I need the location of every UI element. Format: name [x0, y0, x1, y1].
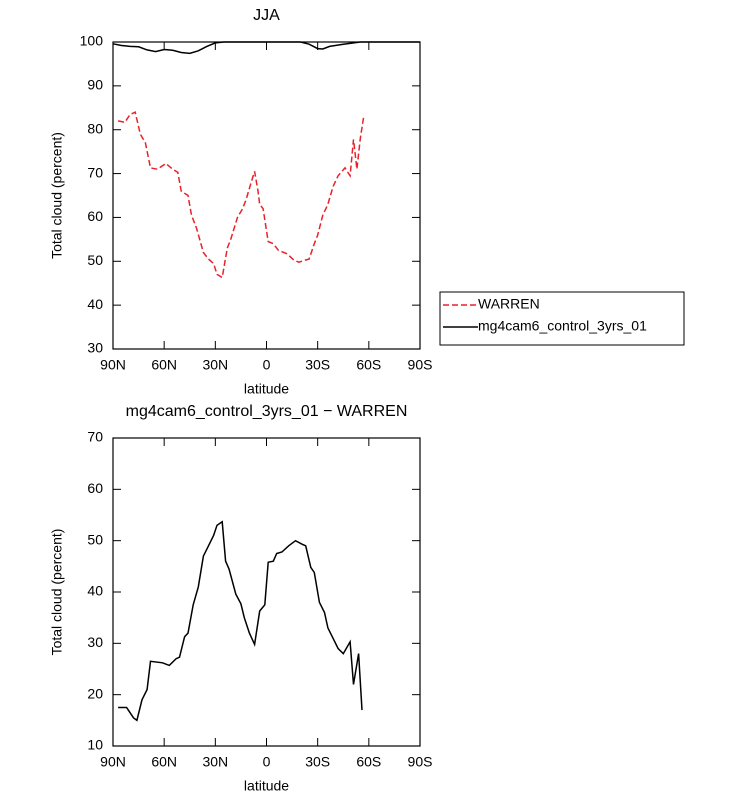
- y-tick-label: 70: [87, 164, 103, 180]
- y-tick-label: 10: [87, 737, 103, 753]
- x-tick-label: 0: [263, 357, 271, 373]
- x-tick-label: 30S: [305, 357, 330, 373]
- x-tick-label: 0: [263, 754, 271, 770]
- x-tick-label: 30N: [202, 754, 228, 770]
- x-tick-label: 30S: [305, 754, 330, 770]
- y-tick-label: 40: [87, 296, 103, 312]
- x-axis-label: latitude: [244, 381, 289, 397]
- y-tick-label: 40: [87, 583, 103, 599]
- y-tick-label: 80: [87, 120, 103, 136]
- y-axis-label: Total cloud (percent): [49, 132, 65, 259]
- y-tick-label: 100: [80, 33, 104, 49]
- legend-box: [439, 291, 685, 346]
- plot-frame: [112, 41, 421, 350]
- y-tick-label: 60: [87, 480, 103, 496]
- y-tick-label: 30: [87, 340, 103, 356]
- x-tick-label: 30N: [202, 357, 228, 373]
- y-tick-label: 50: [87, 252, 103, 268]
- series-line: [118, 520, 363, 722]
- y-tick-label: 60: [87, 208, 103, 224]
- chart-title: JJA: [253, 7, 280, 24]
- y-tick-label: 50: [87, 531, 103, 547]
- y-tick-label: 20: [87, 685, 103, 701]
- x-tick-label: 90N: [100, 357, 126, 373]
- y-axis-label: Total cloud (percent): [49, 529, 65, 656]
- y-tick-label: 70: [87, 429, 103, 445]
- y-tick-label: 90: [87, 77, 103, 93]
- chart-title: mg4cam6_control_3yrs_01 − WARREN: [126, 403, 408, 420]
- legend-label: WARREN: [478, 296, 540, 312]
- x-tick-label: 90S: [408, 754, 433, 770]
- series-line: [112, 41, 420, 55]
- x-axis-label: latitude: [244, 778, 289, 794]
- x-tick-label: 90N: [100, 754, 126, 770]
- plot-frame: [112, 437, 421, 747]
- x-tick-label: 60N: [151, 357, 177, 373]
- y-tick-label: 30: [87, 634, 103, 650]
- x-tick-label: 60N: [151, 754, 177, 770]
- x-tick-label: 90S: [408, 357, 433, 373]
- x-tick-label: 60S: [356, 754, 381, 770]
- x-tick-label: 60S: [356, 357, 381, 373]
- legend-label: mg4cam6_control_3yrs_01: [478, 318, 647, 334]
- series-line: [117, 111, 365, 279]
